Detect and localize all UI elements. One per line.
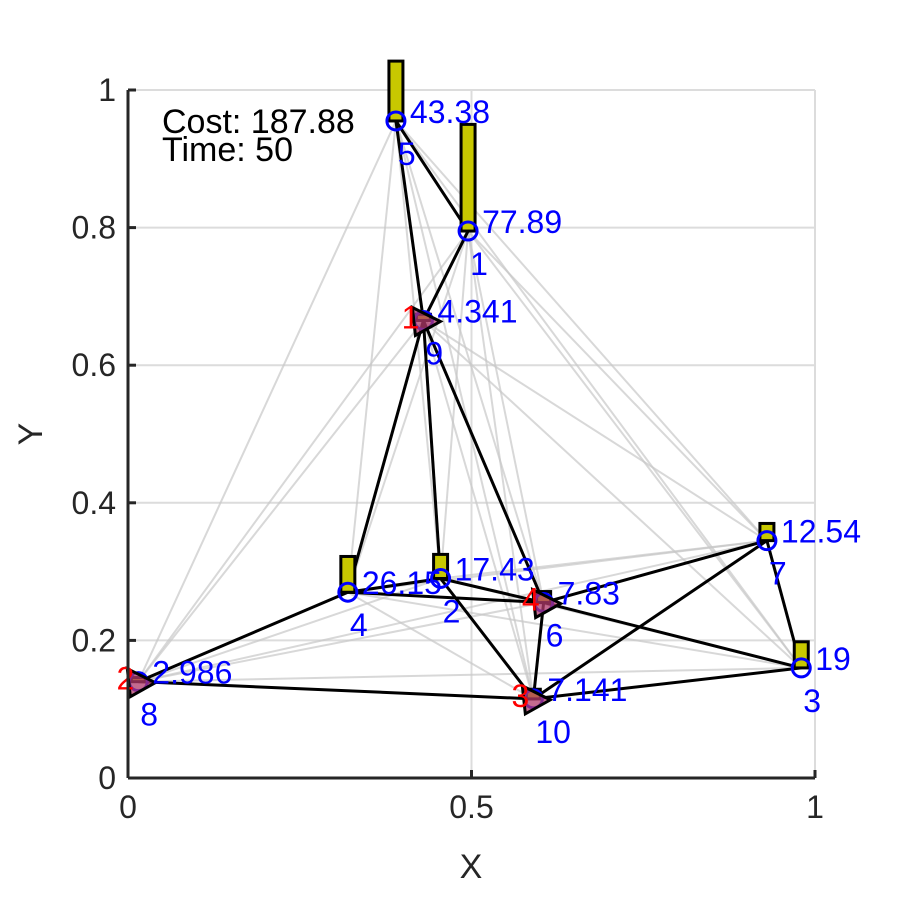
route-edge-4-8 [137, 590, 349, 684]
demand-bar-1 [459, 122, 477, 233]
node-labels: 1 2 3 4 77.89 1 17.43 2 19 3 26.15 4 43.38 5 7.83 6 12.5… [117, 94, 861, 750]
x-tick-label-0: 0 [119, 789, 137, 825]
node-marker-4 [337, 581, 359, 603]
background-edge-8-3 [138, 666, 802, 683]
background-edge-5-10 [394, 120, 535, 700]
node-value-label-1: 77.89 [482, 204, 562, 240]
node-index-label-1: 1 [470, 246, 488, 282]
agent-marker-4 [530, 586, 564, 620]
demand-bar-5 [387, 59, 405, 123]
agent-label-4: 4 [522, 582, 540, 618]
background-edge-2-7 [440, 539, 768, 580]
background-edge-8-7 [138, 539, 768, 683]
node-index-label-6: 6 [546, 618, 564, 654]
node-index-label-5: 5 [398, 136, 416, 172]
route-edge-9-6 [422, 319, 546, 604]
background-edge-9-3 [422, 319, 802, 669]
route-edge-8-10 [138, 680, 534, 701]
node-value-label-10: 7.141 [547, 672, 627, 708]
route-edge-6-3 [543, 601, 802, 670]
agent-marker-3 [520, 683, 554, 717]
x-tick-label-1: 0.5 [449, 789, 493, 825]
route-edges [137, 120, 803, 701]
background-edge-9-10 [422, 320, 535, 700]
node-marker-7 [756, 530, 778, 552]
node-value-label-6: 7.83 [558, 576, 620, 612]
x-tick-label-2: 1 [806, 789, 824, 825]
background-edge-1-6 [467, 230, 545, 603]
demand-bar-3 [792, 640, 810, 670]
node-marker-5 [385, 110, 407, 132]
y-tick-label-5: 1 [98, 72, 116, 108]
node-value-label-3: 19 [815, 641, 851, 677]
background-edge-5-6 [394, 120, 545, 603]
background-edge-5-4 [346, 120, 397, 593]
axes: 0 0.5 100.20.40.60.81 [72, 72, 824, 825]
node-index-label-3: 3 [803, 683, 821, 719]
background-edge-8-6 [138, 601, 544, 683]
x-axis-title: X [460, 848, 483, 886]
route-edge-6-7 [543, 539, 768, 605]
time-text: Time: 50 [162, 131, 293, 169]
route-edge-9-2 [421, 320, 443, 579]
background-edge-9-7 [422, 319, 768, 542]
y-axis-title: Y [12, 423, 50, 446]
route-edge-4-2 [347, 576, 441, 594]
route-edge-6-10 [531, 602, 546, 700]
agent-marker-1 [410, 304, 444, 338]
node-value-label-9: 4.341 [437, 293, 517, 329]
y-tick-label-2: 0.4 [72, 485, 116, 521]
route-edge-5-1 [394, 120, 470, 232]
background-edge-4-3 [347, 591, 802, 669]
y-tick-label-3: 0.6 [72, 347, 116, 383]
background-edge-1-2 [439, 230, 470, 579]
node-index-label-8: 8 [140, 697, 158, 733]
agent-label-2: 2 [117, 661, 135, 697]
demand-bar-2 [432, 552, 450, 580]
background-edge-5-7 [395, 120, 768, 542]
y-tick-label-1: 0.2 [72, 622, 116, 658]
background-edge-1-4 [346, 230, 470, 593]
node-index-label-10: 10 [535, 714, 571, 750]
route-edge-2-10 [439, 577, 535, 700]
route-edge-1-9 [422, 230, 470, 322]
node-marker-2 [430, 567, 452, 589]
route-edge-9-4 [346, 320, 425, 593]
background-edge-1-3 [467, 230, 803, 669]
background-edge-5-2 [394, 120, 442, 579]
route-edge-10-3 [533, 666, 802, 701]
agent-label-1: 1 [402, 299, 420, 335]
y-tick-label-0: 0 [98, 760, 116, 796]
background-edge-1-7 [467, 230, 768, 542]
background-edge-5-8 [137, 120, 397, 683]
node-marker-3 [790, 657, 812, 679]
background-edges [137, 120, 803, 700]
node-index-label-7: 7 [769, 556, 787, 592]
route-edge-7-10 [532, 539, 768, 701]
node-value-label-8: 2.986 [152, 655, 232, 691]
node-value-label-5: 43.38 [410, 94, 490, 130]
background-edge-4-10 [347, 591, 534, 700]
node-index-label-4: 4 [350, 607, 368, 643]
node-value-label-2: 17.43 [455, 551, 535, 587]
node-value-label-7: 12.54 [781, 514, 861, 550]
background-edge-1-8 [137, 230, 469, 683]
background-edge-9-8 [137, 319, 425, 683]
node-value-label-4: 26.15 [362, 565, 442, 601]
route-edge-4-6 [347, 590, 544, 605]
node-index-label-9: 9 [425, 335, 443, 371]
cost-text: Cost: 187.88 [162, 103, 355, 141]
route-edge-5-9 [394, 120, 425, 321]
node-index-label-2: 2 [443, 593, 461, 629]
route-edge-2-6 [440, 577, 544, 605]
y-tick-label-4: 0.8 [72, 210, 116, 246]
agent-label-3: 3 [512, 678, 530, 714]
node-marker-1 [457, 220, 479, 242]
